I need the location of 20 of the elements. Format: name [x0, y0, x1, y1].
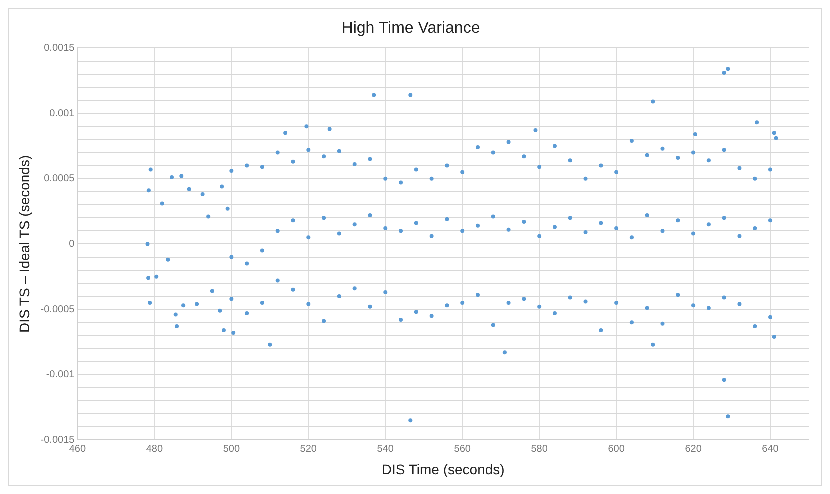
x-tick-label: 460: [69, 444, 86, 455]
x-tick-label: 620: [685, 444, 702, 455]
x-tick-label: 580: [531, 444, 548, 455]
x-tick-label: 640: [762, 444, 780, 455]
x-tick-label: 600: [608, 444, 626, 455]
y-tick-label: -0.0015: [40, 434, 76, 446]
x-tick-label: 520: [300, 444, 318, 455]
x-tick-label: 500: [223, 444, 240, 455]
y-tick-label: 0.0015: [44, 42, 76, 54]
y-tick-label: 0.001: [50, 108, 76, 120]
x-tick-label: 480: [146, 444, 164, 455]
y-tick-label: -0.001: [46, 370, 76, 381]
y-tick-label: -0.0005: [40, 304, 76, 316]
x-axis-title: DIS Time (seconds): [382, 461, 505, 478]
x-tick-label: 560: [454, 444, 472, 455]
y-tick-label: 0.0005: [44, 174, 76, 185]
y-axis-title: DIS TS – Ideal TS (seconds): [16, 155, 32, 334]
y-tick-label: 0: [69, 238, 76, 250]
x-tick-label: 540: [377, 444, 394, 455]
chart-title: High Time Variance: [342, 20, 480, 38]
